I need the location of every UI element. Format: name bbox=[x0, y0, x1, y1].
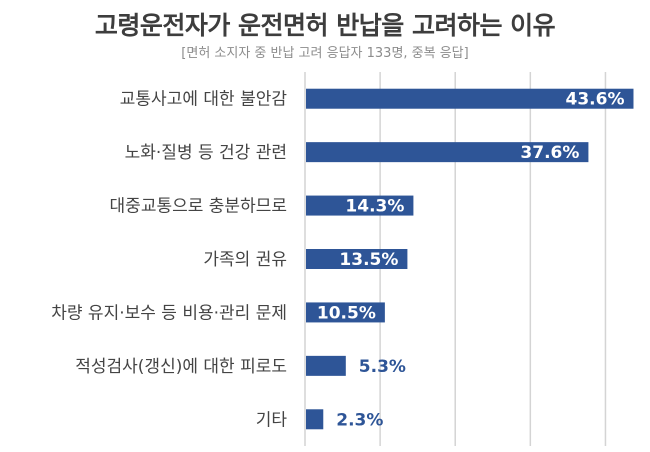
bar bbox=[306, 195, 414, 216]
category-label: 대중교통으로 충분하므로 bbox=[110, 197, 287, 217]
chart-title: 고령운전자가 운전면허 반납을 고려하는 이유 bbox=[94, 11, 556, 40]
category-label: 교통사고에 대한 불안감 bbox=[120, 90, 288, 110]
data-label: 14.3% bbox=[345, 197, 404, 217]
data-label: 10.5% bbox=[317, 303, 376, 323]
chart-subtitle: [면허 소지자 중 반납 고려 응답자 133명, 중복 응답] bbox=[181, 46, 469, 61]
bar bbox=[306, 409, 324, 430]
data-label: 37.6% bbox=[520, 143, 579, 163]
category-label: 가족의 권유 bbox=[203, 250, 287, 270]
bar bbox=[306, 249, 408, 269]
data-label: 43.6% bbox=[566, 90, 625, 110]
category-label: 적성검사(갱신)에 대한 피로도 bbox=[75, 357, 287, 377]
bar bbox=[306, 302, 385, 323]
category-label: 노화·질병 등 건강 관련 bbox=[125, 143, 287, 163]
category-label: 기타 bbox=[256, 410, 288, 430]
bar bbox=[306, 88, 634, 109]
category-label: 차량 유지·보수 등 비용·관리 문제 bbox=[51, 303, 287, 323]
data-label: 2.3% bbox=[336, 410, 383, 430]
data-label: 5.3% bbox=[359, 357, 406, 377]
bar bbox=[306, 142, 589, 163]
data-label: 13.5% bbox=[339, 250, 398, 270]
bar bbox=[306, 355, 346, 376]
